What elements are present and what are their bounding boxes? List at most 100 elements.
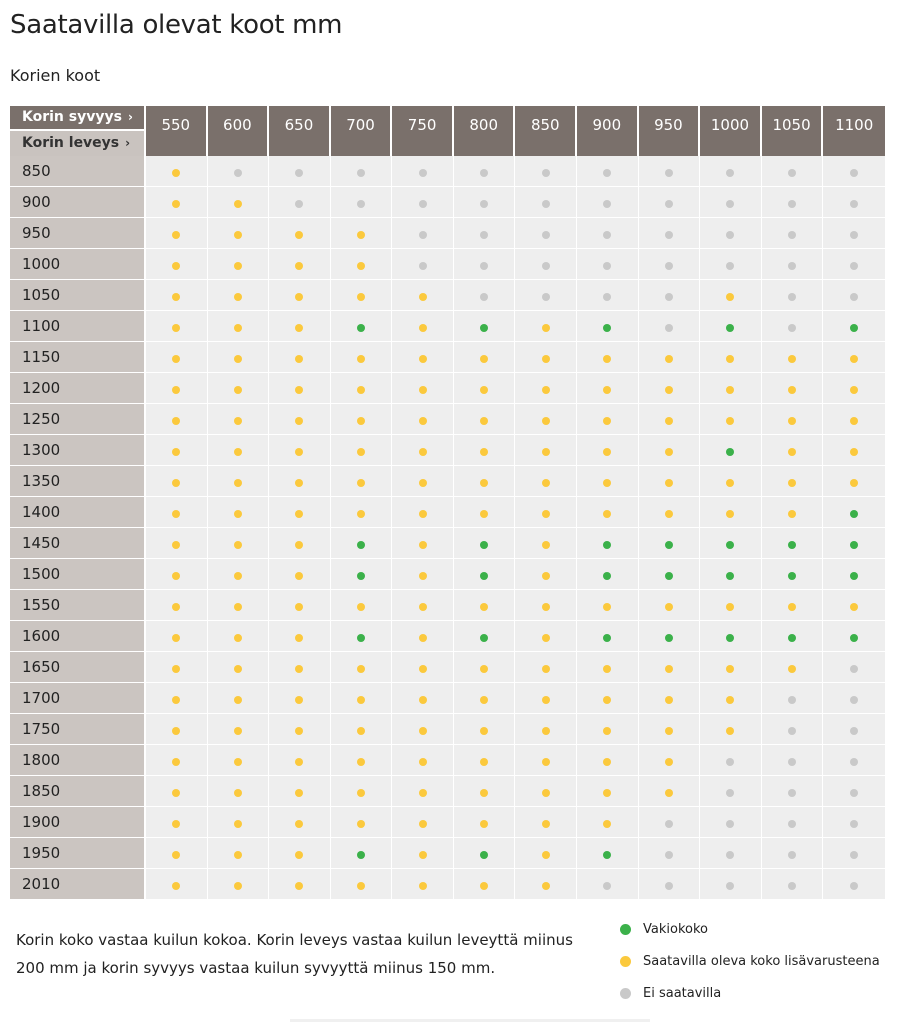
section-subtitle: Korien koot bbox=[10, 66, 101, 85]
availability-cell bbox=[453, 807, 516, 838]
availability-cell bbox=[392, 869, 454, 900]
green-dot-icon bbox=[788, 633, 797, 642]
yellow-dot-icon bbox=[418, 602, 427, 611]
yellow-dot-icon bbox=[418, 881, 427, 890]
availability-cell bbox=[515, 249, 578, 280]
availability-cell bbox=[392, 590, 454, 621]
table-row: 1400 bbox=[10, 497, 885, 528]
availability-cell bbox=[269, 311, 331, 342]
yellow-dot-icon bbox=[480, 509, 489, 518]
column-header-depth: 1000 bbox=[700, 106, 762, 156]
availability-cell bbox=[638, 776, 701, 807]
yellow-dot-icon bbox=[726, 509, 735, 518]
table-row: 950 bbox=[10, 218, 885, 249]
green-dot-icon bbox=[357, 323, 366, 332]
availability-cell bbox=[453, 187, 516, 218]
yellow-dot-icon bbox=[233, 850, 242, 859]
yellow-dot-icon bbox=[541, 478, 550, 487]
availability-cell bbox=[146, 156, 208, 187]
gray-dot-icon bbox=[603, 199, 612, 208]
gray-dot-icon bbox=[726, 199, 735, 208]
availability-cell bbox=[146, 497, 208, 528]
gray-dot-icon bbox=[418, 168, 427, 177]
yellow-dot-icon bbox=[541, 881, 550, 890]
yellow-dot-icon bbox=[172, 788, 181, 797]
gray-dot-icon bbox=[850, 881, 859, 890]
yellow-dot-icon bbox=[295, 664, 304, 673]
availability-cell bbox=[207, 187, 270, 218]
table-row: 1100 bbox=[10, 311, 885, 342]
availability-cell bbox=[269, 342, 331, 373]
row-header-width: 1650 bbox=[10, 652, 146, 683]
availability-cell bbox=[269, 807, 331, 838]
yellow-dot-icon bbox=[541, 726, 550, 735]
gray-dot-icon bbox=[664, 850, 673, 859]
availability-cell bbox=[638, 311, 701, 342]
table-row: 1800 bbox=[10, 745, 885, 776]
green-dot-icon bbox=[620, 924, 631, 935]
yellow-dot-icon bbox=[418, 416, 427, 425]
green-dot-icon bbox=[664, 633, 673, 642]
yellow-dot-icon bbox=[295, 385, 304, 394]
yellow-dot-icon bbox=[172, 230, 181, 239]
availability-cell bbox=[700, 559, 762, 590]
availability-cell bbox=[700, 528, 762, 559]
availability-cell bbox=[577, 311, 639, 342]
yellow-dot-icon bbox=[788, 385, 797, 394]
availability-cell bbox=[269, 652, 331, 683]
availability-cell bbox=[761, 249, 824, 280]
availability-cell bbox=[761, 621, 824, 652]
availability-cell bbox=[700, 838, 762, 869]
availability-cell bbox=[577, 745, 639, 776]
availability-cell bbox=[515, 714, 578, 745]
divider bbox=[290, 1019, 650, 1022]
availability-cell bbox=[269, 528, 331, 559]
gray-dot-icon bbox=[788, 323, 797, 332]
availability-cell bbox=[330, 869, 393, 900]
yellow-dot-icon bbox=[295, 354, 304, 363]
availability-cell bbox=[392, 807, 454, 838]
availability-cell bbox=[207, 838, 270, 869]
availability-cell bbox=[207, 311, 270, 342]
availability-cell bbox=[453, 280, 516, 311]
row-header-width: 1500 bbox=[10, 559, 146, 590]
yellow-dot-icon bbox=[541, 447, 550, 456]
yellow-dot-icon bbox=[664, 664, 673, 673]
yellow-dot-icon bbox=[603, 602, 612, 611]
gray-dot-icon bbox=[788, 230, 797, 239]
availability-cell bbox=[392, 404, 454, 435]
yellow-dot-icon bbox=[418, 447, 427, 456]
availability-cell bbox=[330, 745, 393, 776]
availability-cell bbox=[453, 373, 516, 404]
yellow-dot-icon bbox=[295, 633, 304, 642]
row-header-width: 2010 bbox=[10, 869, 146, 900]
yellow-dot-icon bbox=[418, 788, 427, 797]
yellow-dot-icon bbox=[664, 788, 673, 797]
availability-cell bbox=[392, 156, 454, 187]
availability-cell bbox=[453, 435, 516, 466]
yellow-dot-icon bbox=[295, 571, 304, 580]
availability-cell bbox=[577, 807, 639, 838]
green-dot-icon bbox=[664, 571, 673, 580]
yellow-dot-icon bbox=[603, 788, 612, 797]
availability-cell bbox=[392, 776, 454, 807]
availability-cell bbox=[269, 404, 331, 435]
yellow-dot-icon bbox=[726, 416, 735, 425]
yellow-dot-icon bbox=[295, 602, 304, 611]
availability-cell bbox=[146, 714, 208, 745]
yellow-dot-icon bbox=[233, 261, 242, 270]
gray-dot-icon bbox=[850, 261, 859, 270]
availability-cell bbox=[146, 683, 208, 714]
availability-cell bbox=[453, 342, 516, 373]
availability-cell bbox=[269, 497, 331, 528]
availability-cell bbox=[638, 435, 701, 466]
gray-dot-icon bbox=[620, 988, 631, 999]
availability-cell bbox=[823, 590, 885, 621]
yellow-dot-icon bbox=[357, 819, 366, 828]
column-header-depth: 550 bbox=[146, 106, 208, 156]
yellow-dot-icon bbox=[172, 602, 181, 611]
availability-cell bbox=[330, 807, 393, 838]
yellow-dot-icon bbox=[788, 602, 797, 611]
availability-cell bbox=[146, 807, 208, 838]
availability-cell bbox=[146, 218, 208, 249]
